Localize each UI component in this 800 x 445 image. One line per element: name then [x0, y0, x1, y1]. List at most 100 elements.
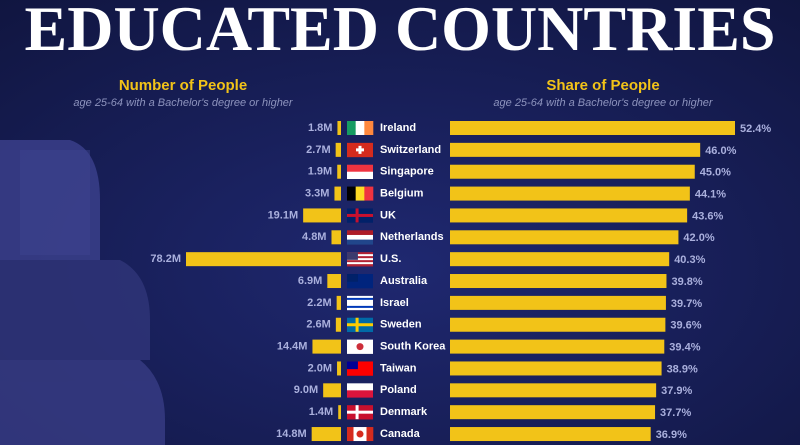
value-label: 2.6M [306, 319, 330, 331]
flag [347, 317, 373, 333]
flag-part [347, 303, 373, 307]
bar [338, 405, 341, 420]
value-label: 44.1% [695, 188, 726, 200]
flag-part [347, 262, 373, 265]
value-label: 46.0% [705, 145, 736, 157]
bar [450, 339, 665, 354]
value-label: 1.4M [309, 406, 333, 418]
flag-part [347, 427, 354, 442]
category-label: Australia [380, 275, 428, 287]
bar [337, 164, 341, 179]
flag-part [347, 299, 373, 303]
value-label: 52.4% [740, 123, 771, 135]
flag-part [347, 252, 373, 255]
flag [347, 339, 373, 354]
flag-part [347, 361, 358, 370]
bar [450, 405, 656, 420]
bar [311, 427, 341, 442]
value-label: 6.9M [298, 275, 322, 287]
flag [347, 274, 373, 289]
flag-part [347, 121, 356, 135]
flag-part [364, 186, 374, 201]
flag [347, 405, 373, 420]
bar [331, 230, 341, 245]
bar [335, 317, 341, 332]
category-label: Netherlands [380, 231, 444, 243]
flag [347, 383, 373, 398]
category-label: Ireland [380, 122, 416, 134]
flag-part [355, 121, 365, 135]
panel-subtitle: age 25-64 with a Bachelor's degree or hi… [73, 97, 294, 109]
flag [347, 252, 373, 267]
flag-part [364, 121, 374, 135]
value-label: 2.7M [306, 144, 330, 156]
flag-part [347, 254, 373, 257]
flag-part [347, 171, 373, 180]
value-label: 9.0M [294, 384, 318, 396]
flag-part [347, 274, 358, 282]
flag-part [347, 252, 358, 260]
flag-part [347, 295, 373, 299]
bar [327, 274, 341, 289]
bar [450, 164, 695, 179]
category-label: Sweden [380, 319, 422, 331]
flag-part [347, 305, 373, 309]
flag-part [347, 301, 373, 305]
value-label: 38.9% [667, 363, 698, 375]
flag-part [356, 148, 364, 152]
value-label: 14.4M [277, 341, 308, 353]
flag-part [347, 260, 373, 263]
value-label: 1.9M [308, 166, 332, 178]
category-label: Poland [380, 384, 417, 396]
value-label: 14.8M [276, 428, 307, 440]
flag-part [366, 427, 374, 442]
value-label: 2.0M [308, 362, 332, 374]
value-label: 40.3% [674, 254, 705, 266]
flag-part [347, 256, 373, 259]
flag [347, 142, 373, 158]
value-label: 4.8M [302, 231, 326, 243]
bar [336, 295, 341, 310]
value-label: 43.6% [692, 210, 723, 222]
flag [347, 164, 373, 180]
value-label: 78.2M [150, 253, 181, 265]
value-label: 36.9% [656, 429, 687, 441]
category-label: Canada [380, 428, 421, 440]
bar [450, 383, 657, 398]
flag-part [347, 307, 373, 311]
value-label: 45.0% [700, 167, 731, 179]
value-label: 39.6% [670, 320, 701, 332]
flag [347, 361, 373, 376]
category-label: Singapore [380, 166, 434, 178]
value-label: 3.3M [305, 187, 329, 199]
value-label: 37.7% [660, 407, 691, 419]
flag-part [356, 430, 364, 438]
bar [334, 186, 341, 201]
value-label: 19.1M [268, 209, 299, 221]
value-label: 39.4% [669, 342, 700, 354]
category-label: U.S. [380, 253, 401, 265]
flag [347, 230, 373, 245]
category-label: Taiwan [380, 362, 417, 374]
bar [450, 230, 679, 245]
bar [450, 317, 666, 332]
flag-part [347, 164, 373, 173]
bar [450, 252, 670, 267]
panel-title: Share of People [546, 77, 659, 94]
bar [450, 361, 662, 376]
category-label: Denmark [380, 406, 428, 418]
category-label: Belgium [380, 187, 424, 199]
flag [347, 208, 373, 223]
flag-part [347, 234, 373, 240]
flag-part [347, 383, 373, 391]
bar [450, 208, 688, 223]
panel-title: Number of People [119, 77, 247, 94]
bar [450, 186, 690, 201]
flag-part [347, 213, 373, 217]
category-label: UK [380, 209, 396, 221]
flag-part [356, 343, 364, 351]
value-label: 37.9% [661, 385, 692, 397]
flag [347, 121, 374, 135]
